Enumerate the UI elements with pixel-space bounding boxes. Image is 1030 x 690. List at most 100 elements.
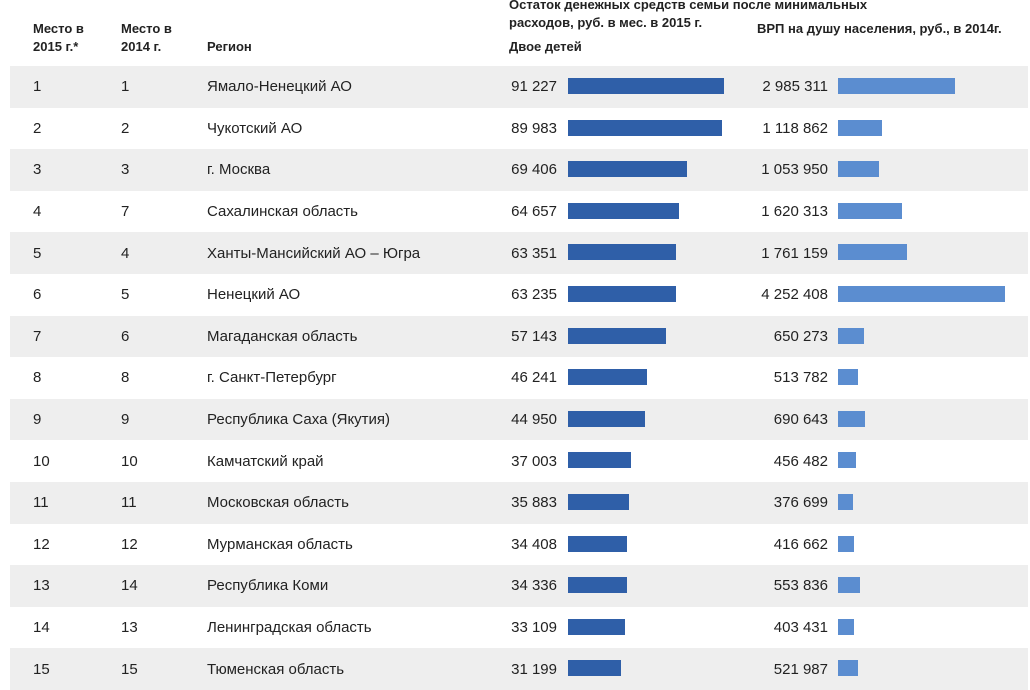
vrp-value-label: 1 620 313 bbox=[761, 203, 828, 221]
vrp-value-label: 456 482 bbox=[773, 452, 828, 470]
region-cell: Ленинградская область bbox=[207, 619, 372, 637]
vrp-bar bbox=[838, 161, 880, 178]
money-value-label: 91 227 bbox=[511, 78, 557, 96]
money-bar bbox=[568, 577, 627, 594]
region-cell: г. Санкт-Петербург bbox=[207, 369, 337, 387]
header-rank-2014: Место в 2014 г. bbox=[121, 21, 172, 54]
money-bar bbox=[568, 494, 630, 510]
money-value-label: 33 109 bbox=[511, 619, 557, 637]
header-region: Регион bbox=[207, 39, 252, 54]
money-bar bbox=[568, 452, 632, 469]
rank-2014-cell: 13 bbox=[121, 619, 138, 637]
table-row: 6 5 Ненецкий АО 63 235 4 252 408 bbox=[10, 274, 1028, 316]
vrp-value-label: 403 431 bbox=[773, 619, 828, 637]
money-value-label: 89 983 bbox=[511, 119, 557, 137]
money-value-label: 63 235 bbox=[511, 286, 557, 304]
header-vrp: ВРП на душу населения, руб., в 2014г. bbox=[757, 21, 1002, 36]
rank-2014-cell: 12 bbox=[121, 535, 138, 553]
money-bar bbox=[568, 327, 666, 344]
rank-2014-cell: 10 bbox=[121, 452, 138, 470]
vrp-value-label: 1 053 950 bbox=[761, 161, 828, 179]
vrp-value-label: 553 836 bbox=[773, 577, 828, 595]
rank-2015-cell: 10 bbox=[33, 452, 50, 470]
rank-2015-cell: 8 bbox=[33, 369, 42, 387]
region-cell: Республика Коми bbox=[207, 577, 329, 595]
money-bar bbox=[568, 410, 645, 427]
money-bar bbox=[568, 202, 679, 219]
table-row: 9 9 Республика Саха (Якутия) 44 950 690 643 bbox=[10, 398, 1028, 441]
rank-2015-cell: 5 bbox=[33, 244, 42, 262]
money-value-label: 69 406 bbox=[511, 161, 557, 179]
vrp-bar bbox=[838, 244, 908, 261]
rank-2014-cell: 2 bbox=[121, 119, 130, 137]
table-row: 5 4 Ханты-Мансийский АО – Югра 63 351 1 761 … bbox=[10, 232, 1028, 274]
rank-2014-cell: 5 bbox=[121, 286, 130, 304]
table-row: 14 13 Ленинградская область 33 109 403 431 bbox=[10, 607, 1028, 649]
rank-2015-cell: 1 bbox=[33, 78, 42, 96]
rank-2015-cell: 3 bbox=[33, 161, 42, 179]
rank-2015-cell: 4 bbox=[33, 203, 42, 221]
header-money: Остаток денежных средств семьи после мин… bbox=[509, 0, 868, 30]
rank-2015-cell: 11 bbox=[33, 494, 49, 512]
region-cell: Мурманская область bbox=[207, 535, 353, 553]
money-bar bbox=[568, 618, 625, 635]
vrp-bar bbox=[838, 618, 854, 635]
money-value-label: 37 003 bbox=[511, 452, 557, 470]
money-bar bbox=[568, 78, 724, 94]
vrp-value-label: 416 662 bbox=[773, 535, 828, 553]
rank-2014-cell: 4 bbox=[121, 244, 130, 262]
rank-2014-cell: 7 bbox=[121, 203, 130, 221]
vrp-bar bbox=[838, 410, 866, 427]
region-cell: г. Москва bbox=[207, 161, 271, 179]
money-value-label: 44 950 bbox=[511, 411, 557, 429]
table-row: 10 10 Камчатский край 37 003 456 482 bbox=[10, 440, 1028, 482]
vrp-bar bbox=[838, 494, 853, 510]
money-bar bbox=[568, 369, 648, 386]
money-bar bbox=[568, 535, 627, 552]
region-cell: Ненецкий АО bbox=[207, 286, 301, 304]
rank-2015-cell: 2 bbox=[33, 119, 42, 137]
vrp-bar bbox=[838, 78, 956, 94]
rank-2014-cell: 8 bbox=[121, 369, 130, 387]
table-row: 8 8 г. Санкт-Петербург 46 241 513 782 bbox=[10, 357, 1028, 399]
region-cell: Ямало-Ненецкий АО bbox=[207, 78, 352, 96]
region-cell: Ханты-Мансийский АО – Югра bbox=[207, 244, 421, 262]
vrp-value-label: 1 118 862 bbox=[762, 119, 828, 137]
table-row: 2 2 Чукотский АО 89 983 1 118 862 bbox=[10, 108, 1028, 150]
region-cell: Тюменская область bbox=[207, 660, 345, 678]
vrp-bar bbox=[838, 286, 1005, 302]
vrp-value-label: 690 643 bbox=[773, 411, 828, 429]
vrp-bar bbox=[838, 535, 855, 552]
money-bar bbox=[568, 286, 677, 302]
vrp-value-label: 521 987 bbox=[773, 660, 828, 678]
money-value-label: 46 241 bbox=[511, 369, 557, 387]
header-money-subtitle: Двое детей bbox=[509, 39, 582, 54]
table-row: 1 1 Ямало-Ненецкий АО 91 227 2 985 311 bbox=[10, 66, 1028, 108]
region-cell: Сахалинская область bbox=[207, 203, 358, 221]
money-value-label: 57 143 bbox=[511, 327, 557, 345]
table-row: 11 11 Московская область 35 883 376 699 bbox=[10, 482, 1028, 524]
money-value-label: 64 657 bbox=[511, 203, 557, 221]
vrp-value-label: 1 761 159 bbox=[761, 244, 828, 262]
money-bar bbox=[568, 660, 622, 677]
money-value-label: 31 199 bbox=[511, 660, 557, 678]
rank-2014-cell: 11 bbox=[121, 494, 137, 512]
rank-2015-cell: 12 bbox=[33, 535, 50, 553]
money-value-label: 63 351 bbox=[511, 244, 557, 262]
region-cell: Чукотский АО bbox=[207, 119, 303, 137]
rank-2014-cell: 14 bbox=[121, 577, 138, 595]
rank-2015-cell: 14 bbox=[33, 619, 50, 637]
vrp-bar bbox=[838, 202, 902, 219]
vrp-bar bbox=[838, 452, 856, 469]
money-value-label: 35 883 bbox=[511, 494, 557, 512]
vrp-bar bbox=[838, 369, 859, 386]
vrp-bar bbox=[838, 119, 882, 136]
rank-2015-cell: 6 bbox=[33, 286, 42, 304]
vrp-value-label: 513 782 bbox=[773, 369, 828, 387]
money-value-label: 34 408 bbox=[511, 535, 557, 553]
rank-2015-cell: 13 bbox=[33, 577, 50, 595]
region-cell: Камчатский край bbox=[207, 452, 324, 470]
region-cell: Московская область bbox=[207, 494, 349, 512]
table-row: 3 3 г. Москва 69 406 1 053 950 bbox=[10, 149, 1028, 191]
table-row: 7 6 Магаданская область 57 143 650 273 bbox=[10, 315, 1028, 358]
